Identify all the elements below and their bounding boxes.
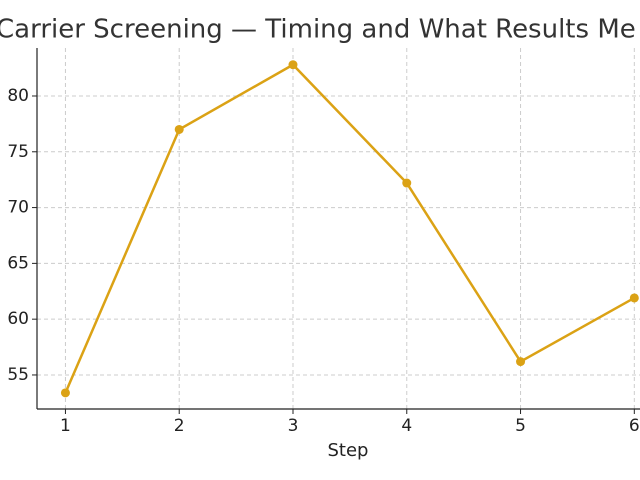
y-tick-label: 55	[7, 365, 29, 385]
x-tick-label: 4	[401, 416, 412, 436]
y-tick-label: 60	[7, 309, 29, 329]
point	[629, 293, 639, 303]
x-tick-label: 1	[60, 416, 71, 436]
y-tick-label: 80	[7, 86, 29, 106]
x-tick-label: 5	[515, 416, 526, 436]
chart-title: Carrier Screening — Timing and What Resu…	[0, 15, 636, 45]
point	[288, 60, 298, 70]
point	[60, 388, 70, 398]
x-tick-label: 6	[629, 416, 640, 436]
x-tick-label: 2	[174, 416, 185, 436]
line	[64, 63, 635, 394]
y-tick-label: 75	[7, 142, 29, 162]
x-axis-label: Step	[328, 440, 369, 461]
point	[174, 124, 184, 134]
point	[402, 178, 412, 188]
point	[516, 357, 526, 367]
x-tick-label: 3	[288, 416, 299, 436]
y-tick-label: 70	[7, 198, 29, 218]
y-tick-label: 65	[7, 253, 29, 273]
